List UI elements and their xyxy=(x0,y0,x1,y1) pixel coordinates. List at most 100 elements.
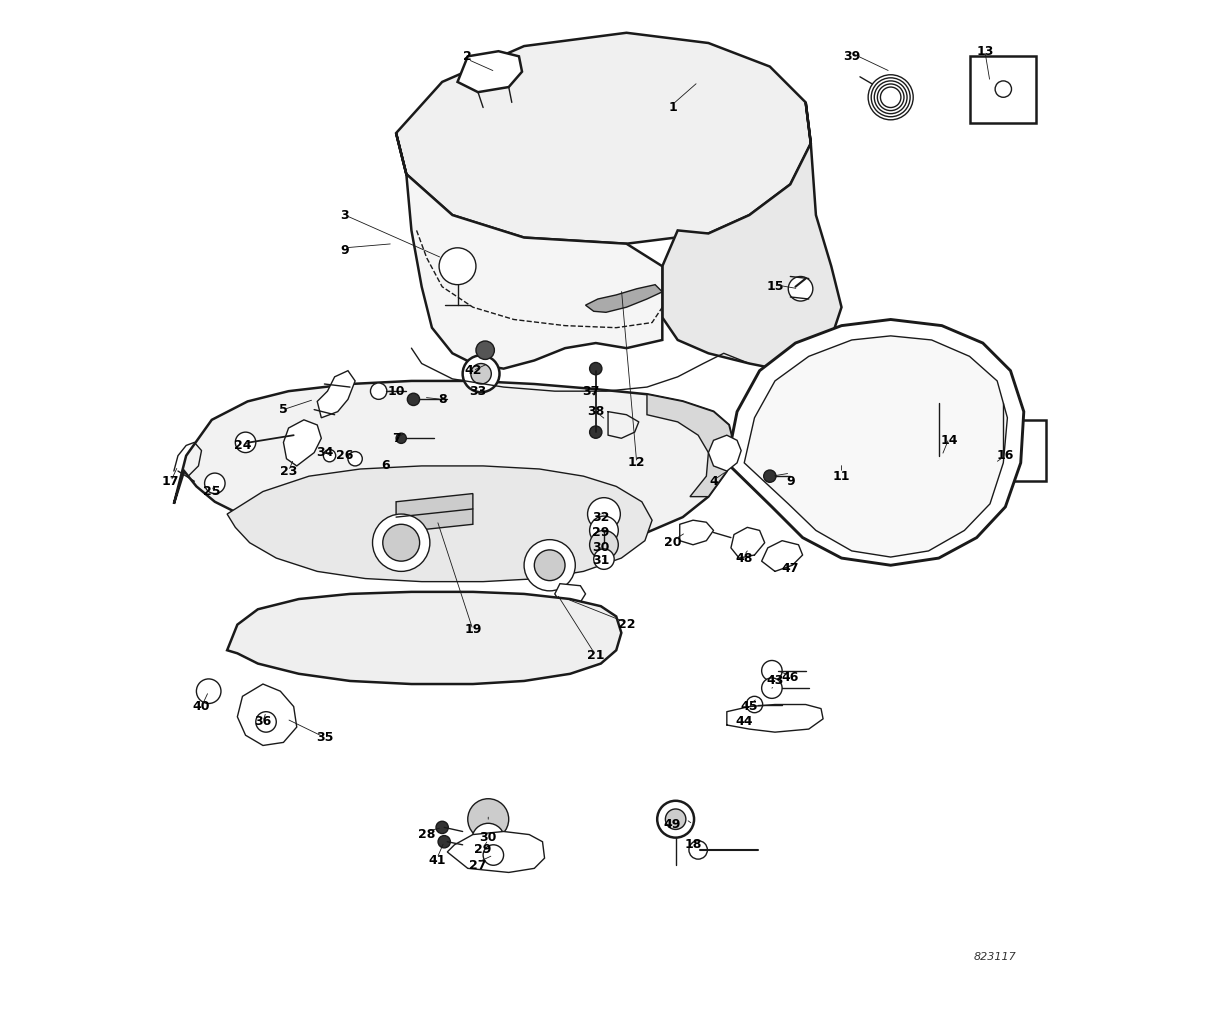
Polygon shape xyxy=(396,133,662,369)
Text: 36: 36 xyxy=(255,716,271,728)
Text: 31: 31 xyxy=(593,554,610,566)
Text: 7: 7 xyxy=(391,432,400,444)
Text: 43: 43 xyxy=(766,675,784,687)
Polygon shape xyxy=(662,102,841,369)
Circle shape xyxy=(205,473,225,494)
Polygon shape xyxy=(744,336,1007,557)
Bar xyxy=(977,420,1046,481)
Text: 823117: 823117 xyxy=(973,952,1017,963)
Text: 35: 35 xyxy=(315,731,333,743)
Text: 45: 45 xyxy=(741,700,759,713)
Polygon shape xyxy=(318,371,355,418)
Text: 24: 24 xyxy=(234,439,251,452)
Text: 47: 47 xyxy=(782,562,799,574)
Text: 28: 28 xyxy=(418,828,435,841)
Polygon shape xyxy=(708,435,742,471)
Text: 41: 41 xyxy=(428,854,446,866)
Text: 2: 2 xyxy=(463,50,473,62)
Polygon shape xyxy=(555,584,585,602)
Text: 40: 40 xyxy=(193,700,210,713)
Text: 32: 32 xyxy=(593,511,610,523)
Circle shape xyxy=(657,801,694,838)
Circle shape xyxy=(463,355,499,392)
Text: 29: 29 xyxy=(593,526,610,539)
Circle shape xyxy=(196,679,221,703)
Circle shape xyxy=(372,514,430,571)
Circle shape xyxy=(484,845,504,865)
Text: 21: 21 xyxy=(587,649,605,662)
Polygon shape xyxy=(585,285,662,312)
Circle shape xyxy=(589,362,602,375)
Text: 22: 22 xyxy=(618,618,635,631)
Polygon shape xyxy=(447,831,544,872)
Text: 25: 25 xyxy=(202,485,221,498)
Circle shape xyxy=(324,450,336,462)
Text: 30: 30 xyxy=(480,831,497,844)
Polygon shape xyxy=(227,466,652,582)
Text: 10: 10 xyxy=(388,385,405,397)
Circle shape xyxy=(524,540,576,591)
Circle shape xyxy=(439,248,476,285)
Circle shape xyxy=(468,799,509,840)
Text: 46: 46 xyxy=(782,672,799,684)
Text: 12: 12 xyxy=(628,457,646,469)
Text: 9: 9 xyxy=(787,475,795,487)
Text: 16: 16 xyxy=(996,450,1014,462)
Circle shape xyxy=(371,383,387,399)
Text: 5: 5 xyxy=(279,403,287,416)
Circle shape xyxy=(761,660,782,681)
Polygon shape xyxy=(396,494,473,532)
Text: 42: 42 xyxy=(464,365,481,377)
Bar xyxy=(933,396,1007,463)
Polygon shape xyxy=(238,684,297,745)
Polygon shape xyxy=(727,319,1024,565)
Circle shape xyxy=(588,498,621,530)
Circle shape xyxy=(476,341,494,359)
Text: 27: 27 xyxy=(469,859,487,871)
Text: 1: 1 xyxy=(668,101,678,114)
Text: 19: 19 xyxy=(464,624,481,636)
Text: 49: 49 xyxy=(664,818,681,830)
Text: 9: 9 xyxy=(341,245,349,257)
Text: 26: 26 xyxy=(336,450,354,462)
Circle shape xyxy=(688,841,708,859)
Circle shape xyxy=(589,426,602,438)
Text: 13: 13 xyxy=(976,45,994,57)
Text: 38: 38 xyxy=(587,406,605,418)
Text: 17: 17 xyxy=(162,475,179,487)
Bar xyxy=(970,56,1036,123)
Circle shape xyxy=(471,823,504,856)
Polygon shape xyxy=(284,420,321,466)
Circle shape xyxy=(589,516,618,545)
Text: 4: 4 xyxy=(709,475,718,487)
Circle shape xyxy=(235,432,256,453)
Circle shape xyxy=(256,712,276,732)
Circle shape xyxy=(665,809,686,829)
Text: 8: 8 xyxy=(438,393,446,406)
Text: 15: 15 xyxy=(766,281,784,293)
Polygon shape xyxy=(173,381,734,561)
Polygon shape xyxy=(457,51,522,92)
Text: 48: 48 xyxy=(736,552,753,564)
Circle shape xyxy=(396,433,406,443)
Text: 6: 6 xyxy=(382,460,390,472)
Circle shape xyxy=(589,530,618,559)
Circle shape xyxy=(407,393,419,406)
Text: 30: 30 xyxy=(593,542,610,554)
Circle shape xyxy=(747,696,762,713)
Text: 29: 29 xyxy=(474,844,492,856)
Text: 14: 14 xyxy=(941,434,957,446)
Text: 34: 34 xyxy=(315,446,333,459)
Text: 11: 11 xyxy=(833,470,851,482)
Text: 33: 33 xyxy=(469,385,487,397)
Circle shape xyxy=(764,470,776,482)
Text: 18: 18 xyxy=(685,839,702,851)
Text: 3: 3 xyxy=(341,209,349,221)
Text: 23: 23 xyxy=(280,465,297,477)
Text: 44: 44 xyxy=(736,716,753,728)
Circle shape xyxy=(438,836,451,848)
Circle shape xyxy=(470,364,491,384)
Circle shape xyxy=(348,452,362,466)
Circle shape xyxy=(534,550,565,581)
Circle shape xyxy=(788,276,813,301)
